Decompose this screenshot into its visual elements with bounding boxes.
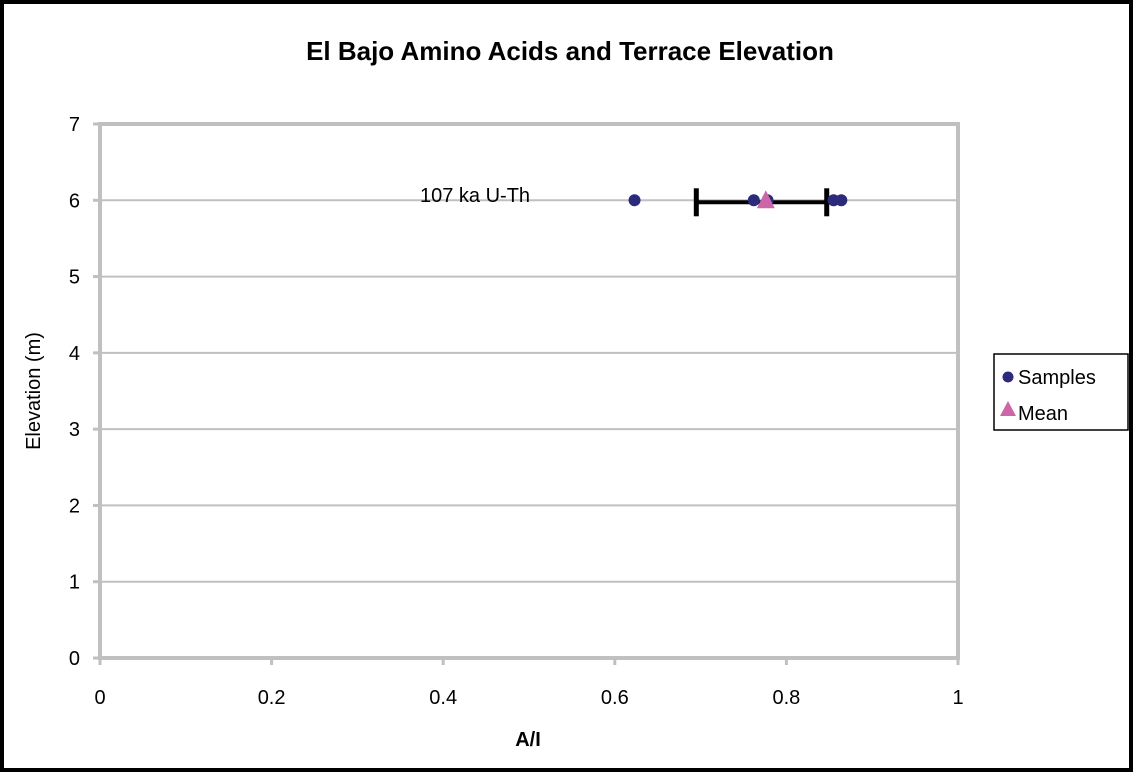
x-tick-label: 0.6 — [601, 687, 629, 709]
y-axis-ticks: 0 1 2 3 4 5 6 7 — [69, 114, 100, 670]
y-tick-label: 6 — [69, 190, 80, 212]
legend-box — [993, 353, 1129, 431]
legend-samples-marker — [1002, 371, 1014, 383]
y-axis-title: Elevation (m) — [23, 332, 45, 450]
legend-mean-label: Mean — [1018, 403, 1068, 425]
chart-title: El Bajo Amino Acids and Terrace Elevatio… — [306, 36, 834, 66]
y-tick-label: 2 — [69, 495, 80, 517]
x-tick-label: 0.4 — [429, 687, 457, 709]
y-tick-label: 5 — [69, 267, 80, 289]
samples-point — [628, 194, 641, 207]
x-tick-label: 0.8 — [772, 687, 800, 709]
plot-border — [98, 122, 960, 660]
legend: Samples Mean — [993, 353, 1129, 431]
x-axis-title: A/I — [515, 729, 541, 751]
y-tick-label: 3 — [69, 419, 80, 441]
y-tick-label: 0 — [69, 648, 80, 670]
y-tick-label: 4 — [69, 343, 80, 365]
y-tick-label: 7 — [69, 114, 80, 136]
samples-point — [835, 194, 848, 207]
x-tick-label: 0.2 — [258, 687, 286, 709]
data-marks — [628, 188, 848, 217]
legend-samples-label: Samples — [1018, 367, 1096, 389]
mean-point — [756, 190, 775, 209]
plot-area-border — [98, 122, 960, 660]
x-tick-label: 1 — [952, 687, 963, 709]
x-axis-ticks: 0 0.2 0.4 0.6 0.8 1 — [94, 658, 964, 709]
samples-point — [747, 194, 760, 207]
legend-mean-marker — [1000, 401, 1016, 416]
uth-age-annotation: 107 ka U-Th — [420, 185, 530, 207]
y-tick-label: 1 — [69, 572, 80, 594]
x-tick-label: 0 — [94, 687, 105, 709]
